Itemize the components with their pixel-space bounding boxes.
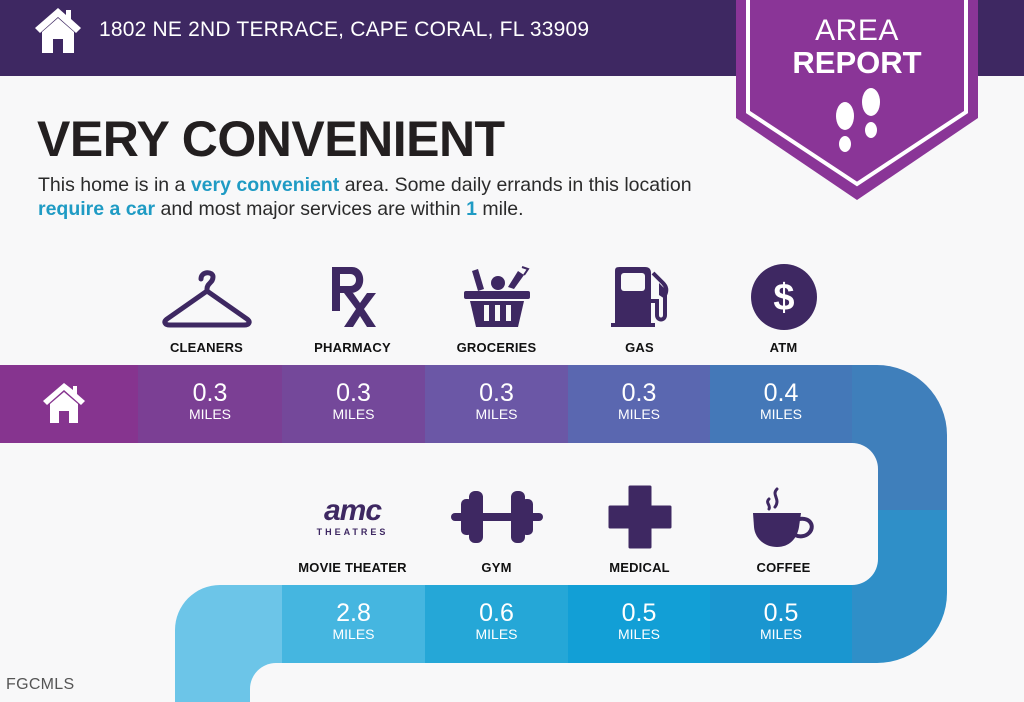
distance-unit: MILES — [332, 626, 375, 642]
amenity-movie-theater: amc THEATRES MOVIE THEATER — [281, 482, 424, 576]
badge-line-2: REPORT — [792, 45, 922, 80]
desc-highlight: very convenient — [190, 174, 340, 196]
distance-atm: 0.4 MILES — [710, 365, 852, 443]
amenity-label: ATM — [769, 340, 798, 355]
amenity-pharmacy: PHARMACY — [281, 262, 424, 355]
distance-value: 0.5 — [621, 599, 657, 627]
amenity-label: COFFEE — [756, 560, 811, 575]
distance-value: 0.5 — [763, 599, 799, 627]
mls-watermark: FGCMLS — [6, 676, 75, 693]
home-icon — [43, 383, 85, 423]
distance-gym: 0.6 MILES — [425, 585, 568, 663]
amenity-label: GROCERIES — [456, 340, 537, 355]
coffee-cup-icon — [752, 487, 814, 547]
distance-groceries: 0.3 MILES — [425, 365, 568, 443]
amenity-coffee: COFFEE — [712, 482, 855, 575]
convenience-rating-title: VERY CONVENIENT — [37, 111, 505, 167]
dollar-icon: $ — [750, 264, 817, 330]
desc-text: and most major services are within — [155, 198, 467, 220]
distance-unit: MILES — [475, 626, 518, 642]
gas-pump-icon — [610, 267, 668, 327]
distance-pharmacy: 0.3 MILES — [282, 365, 425, 443]
amenity-label: GAS — [625, 340, 654, 355]
distance-unit: MILES — [332, 406, 375, 422]
footprints-icon — [836, 88, 880, 152]
distance-value: 0.3 — [192, 379, 228, 407]
distance-movie-theater: 2.8 MILES — [282, 585, 425, 663]
medical-cross-icon — [608, 485, 671, 549]
distance-value: 0.3 — [479, 379, 514, 407]
amenity-label: GYM — [481, 560, 512, 575]
amenity-groceries: GROCERIES — [425, 262, 568, 355]
rx-icon — [331, 267, 376, 327]
distance-coffee: 0.5 MILES — [710, 585, 852, 663]
amenity-cleaners: CLEANERS — [135, 262, 278, 355]
distance-unit: MILES — [759, 406, 802, 422]
distance-unit: MILES — [188, 406, 231, 422]
dumbbell-icon — [450, 491, 543, 543]
distance-value: 0.3 — [621, 379, 657, 407]
grocery-basket-icon — [463, 266, 530, 327]
area-report-badge: AREA REPORT — [736, 0, 978, 200]
distance-cleaners: 0.3 MILES — [138, 365, 282, 443]
distance-unit: MILES — [617, 626, 660, 642]
desc-text: area. Some daily errands in this locatio… — [339, 174, 692, 196]
distance-value: 0.6 — [479, 599, 514, 627]
desc-text: This home is in a — [38, 174, 191, 196]
svg-text:$: $ — [773, 277, 794, 319]
amenity-label: CLEANERS — [169, 340, 244, 355]
distance-value: 2.8 — [336, 599, 371, 627]
desc-highlight: 1 — [466, 198, 477, 220]
amenity-medical: MEDICAL — [568, 482, 711, 575]
desc-highlight: require a car — [38, 198, 156, 220]
distance-unit: MILES — [617, 406, 660, 422]
hanger-icon — [161, 270, 252, 328]
convenience-description: This home is in a very convenient area. … — [38, 173, 738, 221]
desc-text: mile. — [476, 198, 524, 220]
amc-theatres-logo: amc THEATRES — [316, 494, 389, 538]
amenity-label: MOVIE THEATER — [298, 560, 407, 575]
amenity-gym: GYM — [425, 482, 568, 575]
amenity-label: PHARMACY — [314, 340, 391, 355]
distance-unit: MILES — [475, 406, 518, 422]
home-icon — [35, 8, 81, 53]
distance-value: 0.3 — [336, 379, 371, 407]
badge-line-1: AREA — [815, 14, 899, 47]
amenity-atm: $ ATM — [712, 262, 855, 355]
property-address: 1802 NE 2ND TERRACE, CAPE CORAL, FL 3390… — [99, 18, 590, 41]
distance-medical: 0.5 MILES — [568, 585, 710, 663]
distance-gas: 0.3 MILES — [568, 365, 710, 443]
amenity-label: MEDICAL — [609, 560, 670, 575]
amenity-gas: GAS — [568, 262, 711, 355]
distance-value: 0.4 — [763, 379, 799, 407]
distance-unit: MILES — [759, 626, 802, 642]
